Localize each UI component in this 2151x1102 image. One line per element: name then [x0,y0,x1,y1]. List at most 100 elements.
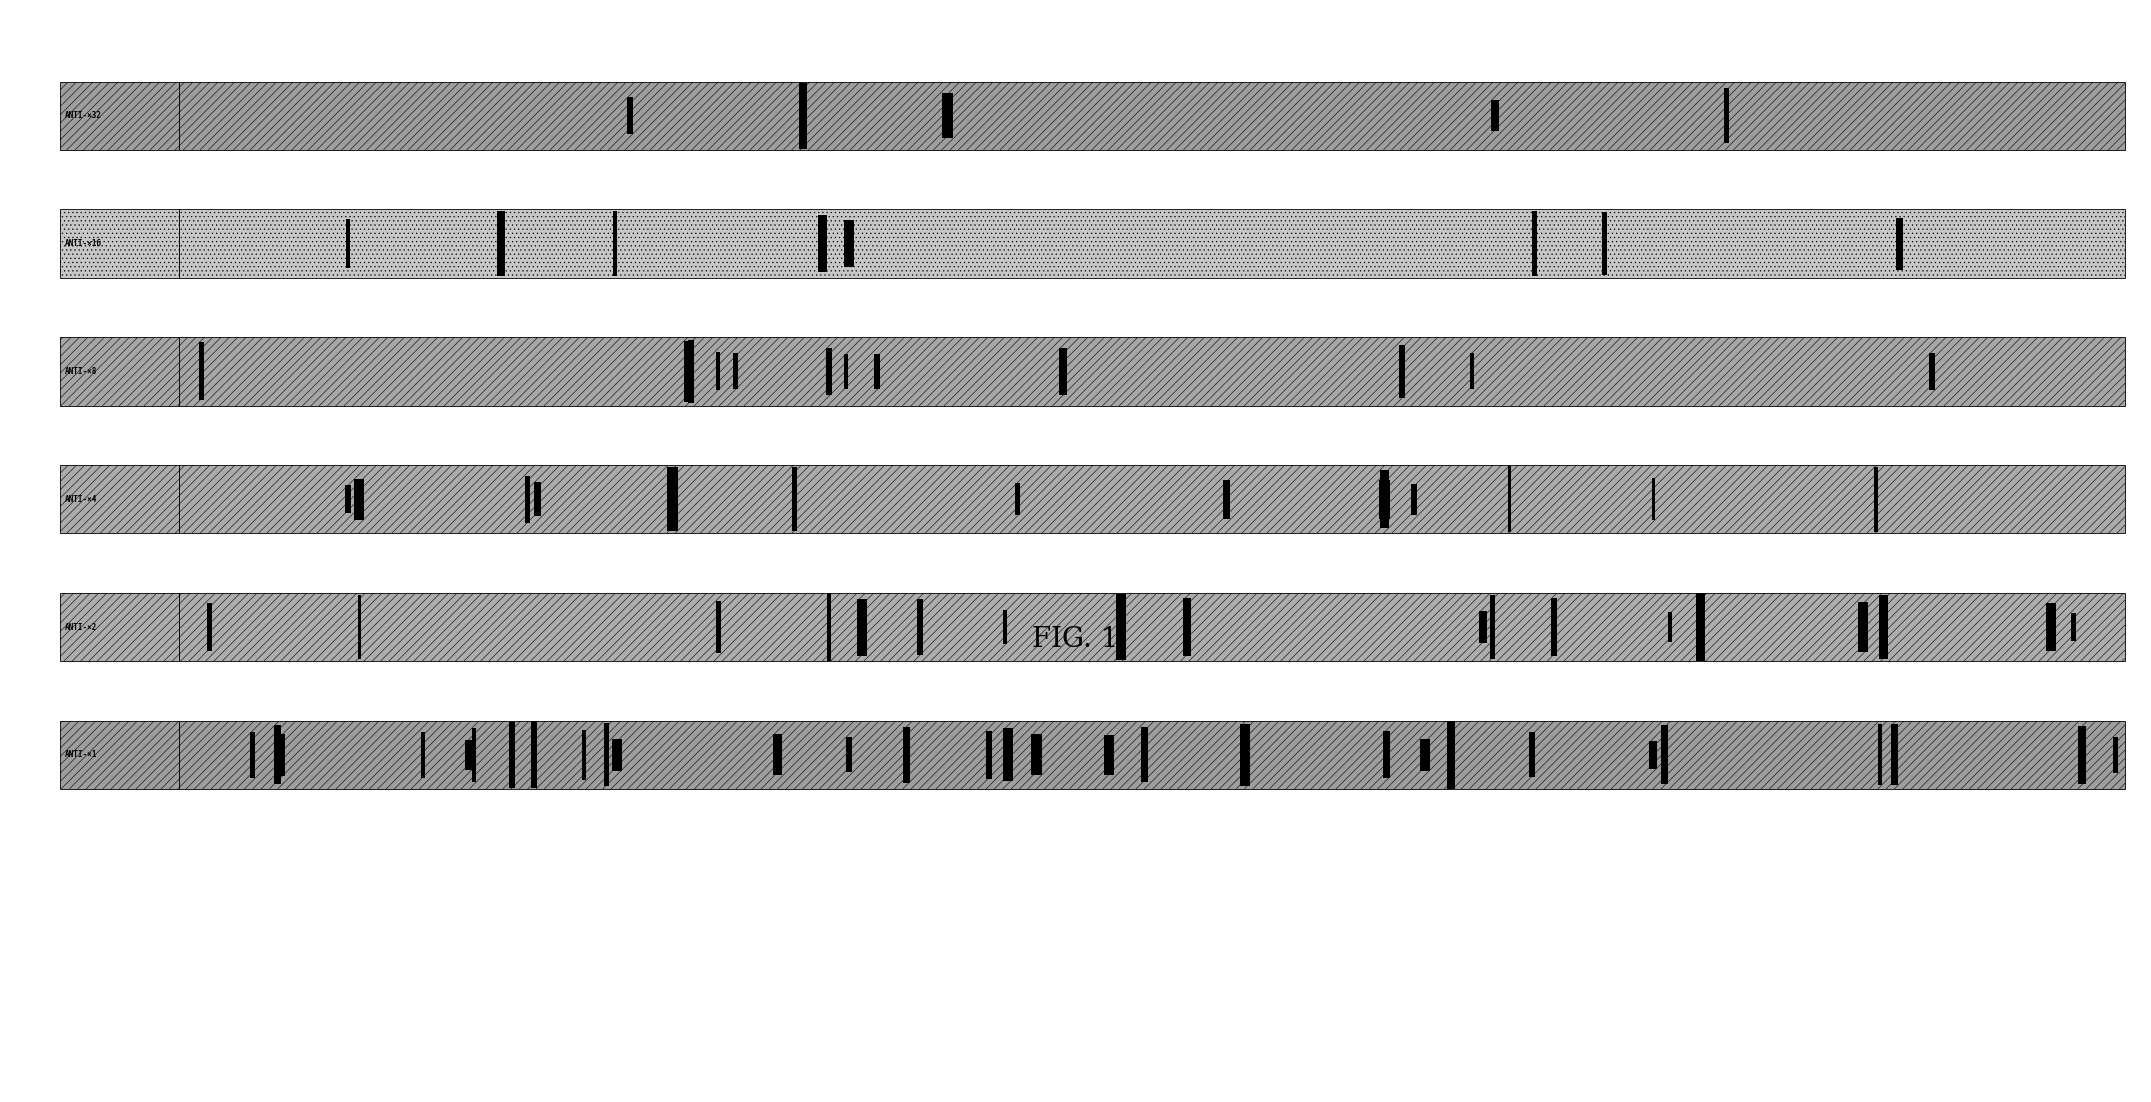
Bar [581,731,585,779]
Bar [1551,598,1557,656]
Bar [942,93,953,139]
Bar [198,343,204,400]
Bar [60,721,179,789]
Bar [1379,479,1390,519]
Bar [798,83,807,149]
Bar [1121,598,1125,656]
Bar [473,728,475,781]
Bar [858,607,865,647]
Bar [716,353,721,390]
Bar [684,341,688,402]
Bar [667,467,678,531]
Bar [1103,735,1114,775]
Bar [817,215,828,272]
Bar [357,595,361,659]
Bar [1480,611,1486,644]
Bar [60,209,179,278]
Bar [533,482,542,517]
Bar [275,734,286,776]
Bar [1491,100,1499,131]
Bar [1532,210,1538,277]
Bar [843,354,847,389]
Bar [1695,593,1706,661]
Bar [179,721,2125,789]
Bar [1015,483,1020,516]
Bar [669,475,673,523]
Bar [60,465,179,533]
Text: ANTI-×8: ANTI-×8 [65,367,97,376]
Bar [856,598,867,656]
Bar [179,593,2125,661]
Bar [1508,466,1512,532]
Bar [206,603,213,651]
Bar [1880,595,1889,659]
Bar [1650,741,1656,769]
Bar [60,209,179,278]
Bar [497,210,505,277]
Bar [179,209,2125,278]
Bar [604,723,609,787]
Bar [346,218,351,269]
Bar [688,341,695,402]
Bar [828,593,830,661]
Bar [60,82,179,150]
Bar [179,593,2125,661]
Bar [1002,609,1007,645]
Bar [60,82,179,150]
Bar [1878,724,1882,786]
Bar [1420,738,1430,771]
Bar [733,354,738,389]
Bar [1241,724,1250,786]
Bar [250,732,256,778]
Bar [613,210,617,277]
Bar [772,734,781,776]
Bar [1400,345,1405,398]
Bar [1895,217,1904,270]
Bar [355,478,364,520]
Bar [60,337,179,406]
Text: ANTI-×16: ANTI-×16 [65,239,101,248]
Bar [179,465,2125,533]
Bar [60,593,179,661]
Bar [1383,732,1390,778]
Bar [903,727,910,782]
Bar [873,354,880,389]
Bar [1891,724,1897,786]
Bar [1874,467,1878,531]
Bar [716,601,721,653]
Bar [1529,733,1536,777]
Bar [344,485,351,514]
Bar [1002,728,1013,781]
Bar [1224,479,1230,519]
Bar [1448,721,1454,789]
Bar [1602,213,1607,274]
Bar [916,599,923,655]
Text: ANTI-×4: ANTI-×4 [65,495,97,504]
Bar [179,337,2125,406]
Text: ANTI-×2: ANTI-×2 [65,623,97,631]
Bar [1652,478,1656,520]
Bar [179,465,2125,533]
Bar [1030,734,1041,776]
Bar [179,721,2125,789]
Bar [1183,598,1192,656]
Bar [1929,353,1936,390]
Bar [1661,725,1667,785]
Bar [422,732,426,778]
Bar [531,722,538,788]
Bar [2071,613,2076,641]
Bar [613,739,622,770]
Bar [1058,348,1067,395]
Bar [1469,354,1473,389]
Bar [179,209,2125,278]
Text: ANTI-×32: ANTI-×32 [65,111,101,120]
Bar [1116,594,1127,660]
Bar [1142,727,1149,782]
Bar [508,722,514,788]
Bar [2046,603,2056,651]
Bar [1725,88,1729,143]
Bar [626,97,632,134]
Text: FIG. 1: FIG. 1 [1032,626,1119,652]
Bar [2078,726,2086,784]
Bar [826,347,832,396]
